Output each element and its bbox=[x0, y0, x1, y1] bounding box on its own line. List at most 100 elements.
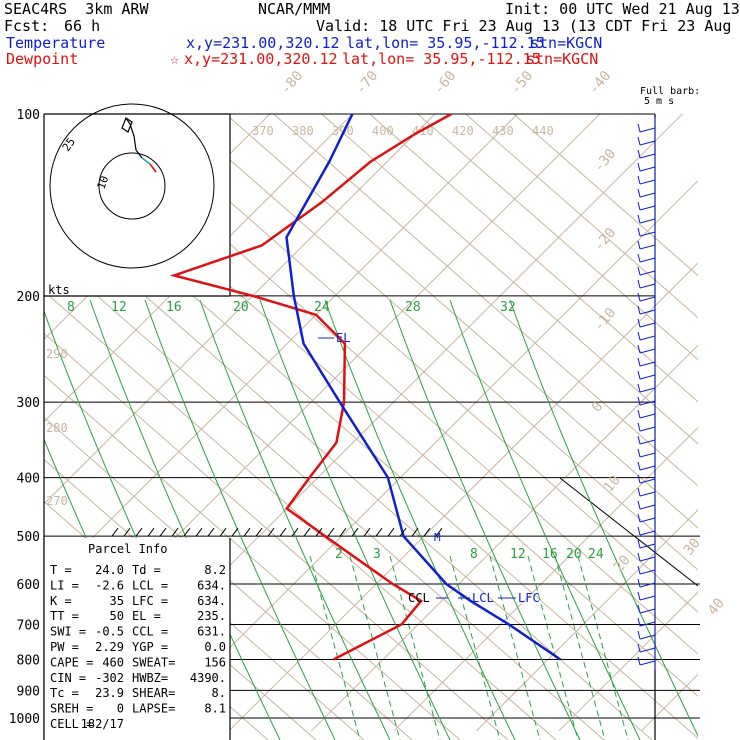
mixing-ratio-label: 20 bbox=[566, 547, 582, 562]
parcel-info-cell: SWEAT= bbox=[132, 655, 175, 669]
pressure-tick-label: 300 bbox=[17, 396, 40, 411]
mixing-ratio-lines bbox=[309, 555, 629, 740]
pressure-tick-label: 100 bbox=[17, 108, 40, 123]
temperature-xy: x,y=231.00,320.12 bbox=[186, 34, 340, 52]
mixing-ratio-label: 2 bbox=[335, 547, 343, 562]
pressure-tick-label: 500 bbox=[17, 530, 40, 545]
mixing-ratio-label: 16 bbox=[542, 547, 558, 562]
parcel-info-cell: 460 bbox=[102, 655, 124, 669]
parcel-info-cell: PW = bbox=[50, 640, 79, 654]
hodograph: 10 25 kts bbox=[48, 103, 215, 297]
theta-label: 440 bbox=[532, 124, 554, 138]
parcel-info-cell: 0.0 bbox=[204, 640, 226, 654]
mixing-ratio-label: 16 bbox=[166, 300, 182, 315]
hodo-ring-label-outer: 25 bbox=[60, 135, 78, 153]
parcel-info-cell: 235. bbox=[197, 609, 226, 623]
valid-label: Valid: 18 UTC Fri 23 Aug 13 (13 CDT Fri … bbox=[316, 17, 740, 35]
parcel-info-cell: Tc = bbox=[50, 686, 79, 700]
parcel-info-cell: YGP = bbox=[132, 640, 168, 654]
theta-label: 400 bbox=[372, 124, 394, 138]
parcel-info-cell: CAPE = bbox=[50, 655, 93, 669]
hatch-line-500 bbox=[111, 527, 443, 537]
parcel-info-cell: SHEAR= bbox=[132, 686, 175, 700]
theta-label: 380 bbox=[292, 124, 314, 138]
parcel-info-cell: -302 bbox=[95, 671, 124, 685]
dewpoint-line bbox=[169, 114, 453, 661]
el-annotation: EL bbox=[336, 331, 350, 345]
dewpoint-marker-icon: ☆ bbox=[170, 50, 180, 68]
parcel-info-cell: CCL = bbox=[132, 625, 168, 639]
parcel-info-cell: CIN = bbox=[50, 671, 86, 685]
ccl-annotation: CCL bbox=[408, 591, 430, 605]
mixing-ratio-label: 20 bbox=[233, 300, 249, 315]
mixing-ratio-label: 28 bbox=[405, 300, 421, 315]
pressure-tick-label: 700 bbox=[17, 618, 40, 633]
lcl-annotation: LCL bbox=[472, 591, 494, 605]
parcel-info-cell: SWI = bbox=[50, 625, 86, 639]
theta-label: 270 bbox=[46, 494, 68, 508]
pressure-axis-labels: 100 200 300 400 500 600 700 800 900 1000 bbox=[9, 108, 40, 727]
mixing-ratio-label: 8 bbox=[67, 300, 75, 315]
mixing-ratio-label: 12 bbox=[111, 300, 127, 315]
dewpoint-xy: x,y=231.00,320.12 bbox=[184, 50, 338, 68]
temperature-legend-label: Temperature bbox=[6, 34, 106, 52]
parcel-info-cell: 50 bbox=[110, 609, 124, 623]
pressure-tick-label: 400 bbox=[17, 472, 40, 487]
parcel-info-cell: -2.6 bbox=[95, 578, 124, 592]
theta-label: 290 bbox=[46, 347, 68, 361]
parcel-info-cell: HWBZ= bbox=[132, 671, 168, 685]
parcel-info-cell: LAPSE= bbox=[132, 702, 175, 716]
parcel-info-cell: 0 bbox=[117, 702, 124, 716]
parcel-info-cell: EL = bbox=[132, 609, 161, 623]
dewpoint-station: stn=KGCN bbox=[526, 50, 599, 68]
theta-label: 430 bbox=[492, 124, 514, 138]
fcst-label: Fcst: bbox=[4, 17, 50, 35]
wind-key-line1: Full barb: bbox=[640, 86, 700, 97]
parcel-info-cell: K = bbox=[50, 594, 72, 608]
parcel-info-cell: 8.2 bbox=[204, 563, 226, 577]
parcel-info-cell: TT = bbox=[50, 609, 79, 623]
mixing-ratio-label: 32 bbox=[500, 300, 516, 315]
theta-label: 370 bbox=[252, 124, 274, 138]
mixing-ratio-label: 24 bbox=[314, 300, 330, 315]
mixing-ratio-label: 8 bbox=[470, 547, 478, 562]
mixing-ratio-label: 12 bbox=[510, 547, 526, 562]
temperature-station: stn=KGCN bbox=[530, 34, 603, 52]
model-label: SEAC4RS 3km ARW bbox=[4, 0, 149, 18]
theta-label: 420 bbox=[452, 124, 474, 138]
parcel-info-cell: LI = bbox=[50, 578, 79, 592]
hodo-units-label: kts bbox=[48, 283, 70, 297]
dewpoint-legend-label: Dewpoint bbox=[6, 50, 79, 68]
init-label: Init: 00 UTC Wed 21 Aug 13 bbox=[505, 0, 740, 18]
temperature-latlon: lat,lon= 35.95,-112.15 bbox=[346, 34, 545, 52]
mixing-ratio-labels: 8 12 16 20 24 28 32 2 3 8 12 16 20 24 bbox=[67, 300, 604, 562]
wind-key-line2: 5 m s bbox=[644, 96, 674, 107]
parcel-info-cell: 4390. bbox=[190, 671, 226, 685]
parcel-info-cell: 182/17 bbox=[81, 717, 124, 731]
parcel-info-cell: 8. bbox=[212, 686, 226, 700]
parcel-info-cell: T = bbox=[50, 563, 72, 577]
pressure-tick-label: 800 bbox=[17, 653, 40, 668]
parcel-info-cell: LFC = bbox=[132, 594, 168, 608]
theta-label: 280 bbox=[46, 421, 68, 435]
mixing-ratio-label: 24 bbox=[588, 547, 604, 562]
pressure-tick-label: 200 bbox=[17, 290, 40, 305]
pressure-tick-label: 1000 bbox=[9, 712, 40, 727]
pressure-tick-label: 900 bbox=[17, 684, 40, 699]
parcel-info-cell: 631. bbox=[197, 625, 226, 639]
parcel-info-cell: -0.5 bbox=[95, 625, 124, 639]
parcel-info-cell: 634. bbox=[197, 594, 226, 608]
parcel-info-cell: CELL = bbox=[50, 717, 93, 731]
pressure-tick-label: 600 bbox=[17, 578, 40, 593]
parcel-info-cell: 24.0 bbox=[95, 563, 124, 577]
parcel-info-cell: Td = bbox=[132, 563, 161, 577]
parcel-info-cell: SREH = bbox=[50, 702, 93, 716]
mixing-ratio-label: 3 bbox=[373, 547, 381, 562]
parcel-info-title: Parcel Info bbox=[88, 542, 167, 556]
parcel-info-cell: LCL = bbox=[132, 578, 168, 592]
dewpoint-latlon: lat,lon= 35.95,-112.15 bbox=[342, 50, 541, 68]
wind-barbs: Full barb: 5 m s bbox=[637, 86, 700, 670]
parcel-info-cell: 634. bbox=[197, 578, 226, 592]
